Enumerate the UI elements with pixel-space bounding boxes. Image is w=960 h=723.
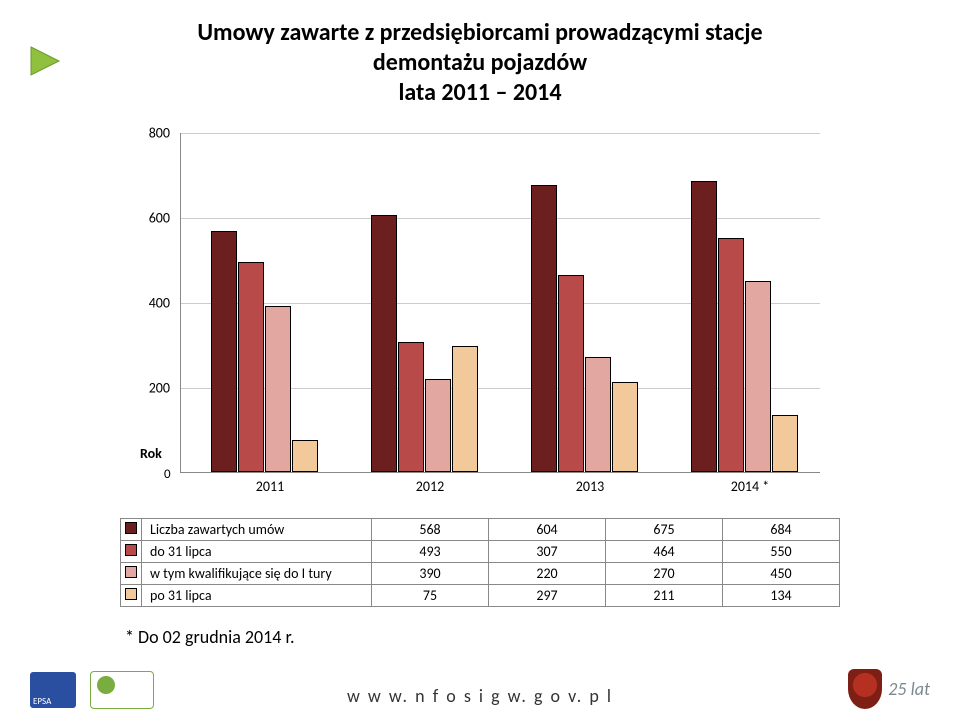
x-tick-label: 2014 * [690,478,810,495]
table-row: po 31 lipca75297211134 [121,585,840,607]
bar [452,346,478,472]
x-tick-label: 2012 [370,478,490,495]
series-name: po 31 lipca [142,585,372,607]
title-line-1: Umowy zawarte z przedsiębiorcami prowadz… [197,18,762,47]
table-cell: 134 [723,585,840,607]
table-cell: 675 [606,519,723,541]
bar [585,357,611,472]
bar [612,382,638,472]
table-cell: 604 [489,519,606,541]
legend-swatch-cell [121,541,142,563]
legend-swatch [125,566,137,578]
y-tick-label: 400 [120,295,170,312]
title-line-3: lata 2011 – 2014 [399,78,562,107]
bar [238,262,264,472]
legend-swatch [125,522,137,534]
table-row: Liczba zawartych umów568604675684 [121,519,840,541]
x-tick-label: 2013 [530,478,650,495]
zielone-biuro-logo [90,671,154,709]
x-tick-label: 2011 [210,478,330,495]
series-name: do 31 lipca [142,541,372,563]
epsa-logo [30,672,76,708]
bar-group [691,181,811,472]
bar [691,181,717,472]
table-cell: 297 [489,585,606,607]
bar [371,215,397,472]
bar [425,379,451,473]
shield-logo [848,669,882,709]
table-cell: 307 [489,541,606,563]
y-tick-label: 800 [120,125,170,142]
table-cell: 220 [489,563,606,585]
footnote: * Do 02 grudnia 2014 r. [125,626,295,648]
bar [558,275,584,472]
anniversary-label: 25 lat [888,678,930,700]
legend-swatch-cell [121,519,142,541]
table-cell: 75 [372,585,489,607]
table-cell: 684 [723,519,840,541]
y-tick-label: 200 [120,380,170,397]
title-line-2: demontażu pojazdów [373,48,587,77]
table-cell: 270 [606,563,723,585]
table-row: do 31 lipca493307464550 [121,541,840,563]
bar [398,342,424,472]
plot-area [180,133,820,473]
bar [265,306,291,472]
table-cell: 464 [606,541,723,563]
zero-label: 0 [164,467,171,482]
bar [745,281,771,472]
page-title: Umowy zawarte z przedsiębiorcami prowadz… [60,18,900,108]
bar [718,238,744,472]
legend-swatch-cell [121,585,142,607]
legend-swatch [125,544,137,556]
table-cell: 568 [372,519,489,541]
footer-logos-right: 25 lat [848,669,930,709]
bar [772,415,798,472]
rok-label: Rok [140,445,162,462]
table-cell: 493 [372,541,489,563]
series-name: Liczba zawartych umów [142,519,372,541]
series-name: w tym kwalifikujące się do I tury [142,563,372,585]
bar-group [531,185,651,472]
bar-group [211,231,331,472]
table-cell: 550 [723,541,840,563]
table-row: w tym kwalifikujące się do I tury3902202… [121,563,840,585]
legend-swatch [125,588,137,600]
table-cell: 390 [372,563,489,585]
play-icon [28,44,62,78]
table-cell: 450 [723,563,840,585]
bar [292,440,318,472]
data-table: Liczba zawartych umów568604675684do 31 l… [120,518,840,607]
bar-group [371,215,491,472]
legend-swatch-cell [121,563,142,585]
bar [531,185,557,472]
gridline [181,133,820,134]
footer-logos-left [30,671,154,709]
y-tick-label: 600 [120,210,170,227]
bar [211,231,237,472]
table-cell: 211 [606,585,723,607]
bar-chart: Rok 0 2004006008002011201220132014 * [120,133,840,513]
